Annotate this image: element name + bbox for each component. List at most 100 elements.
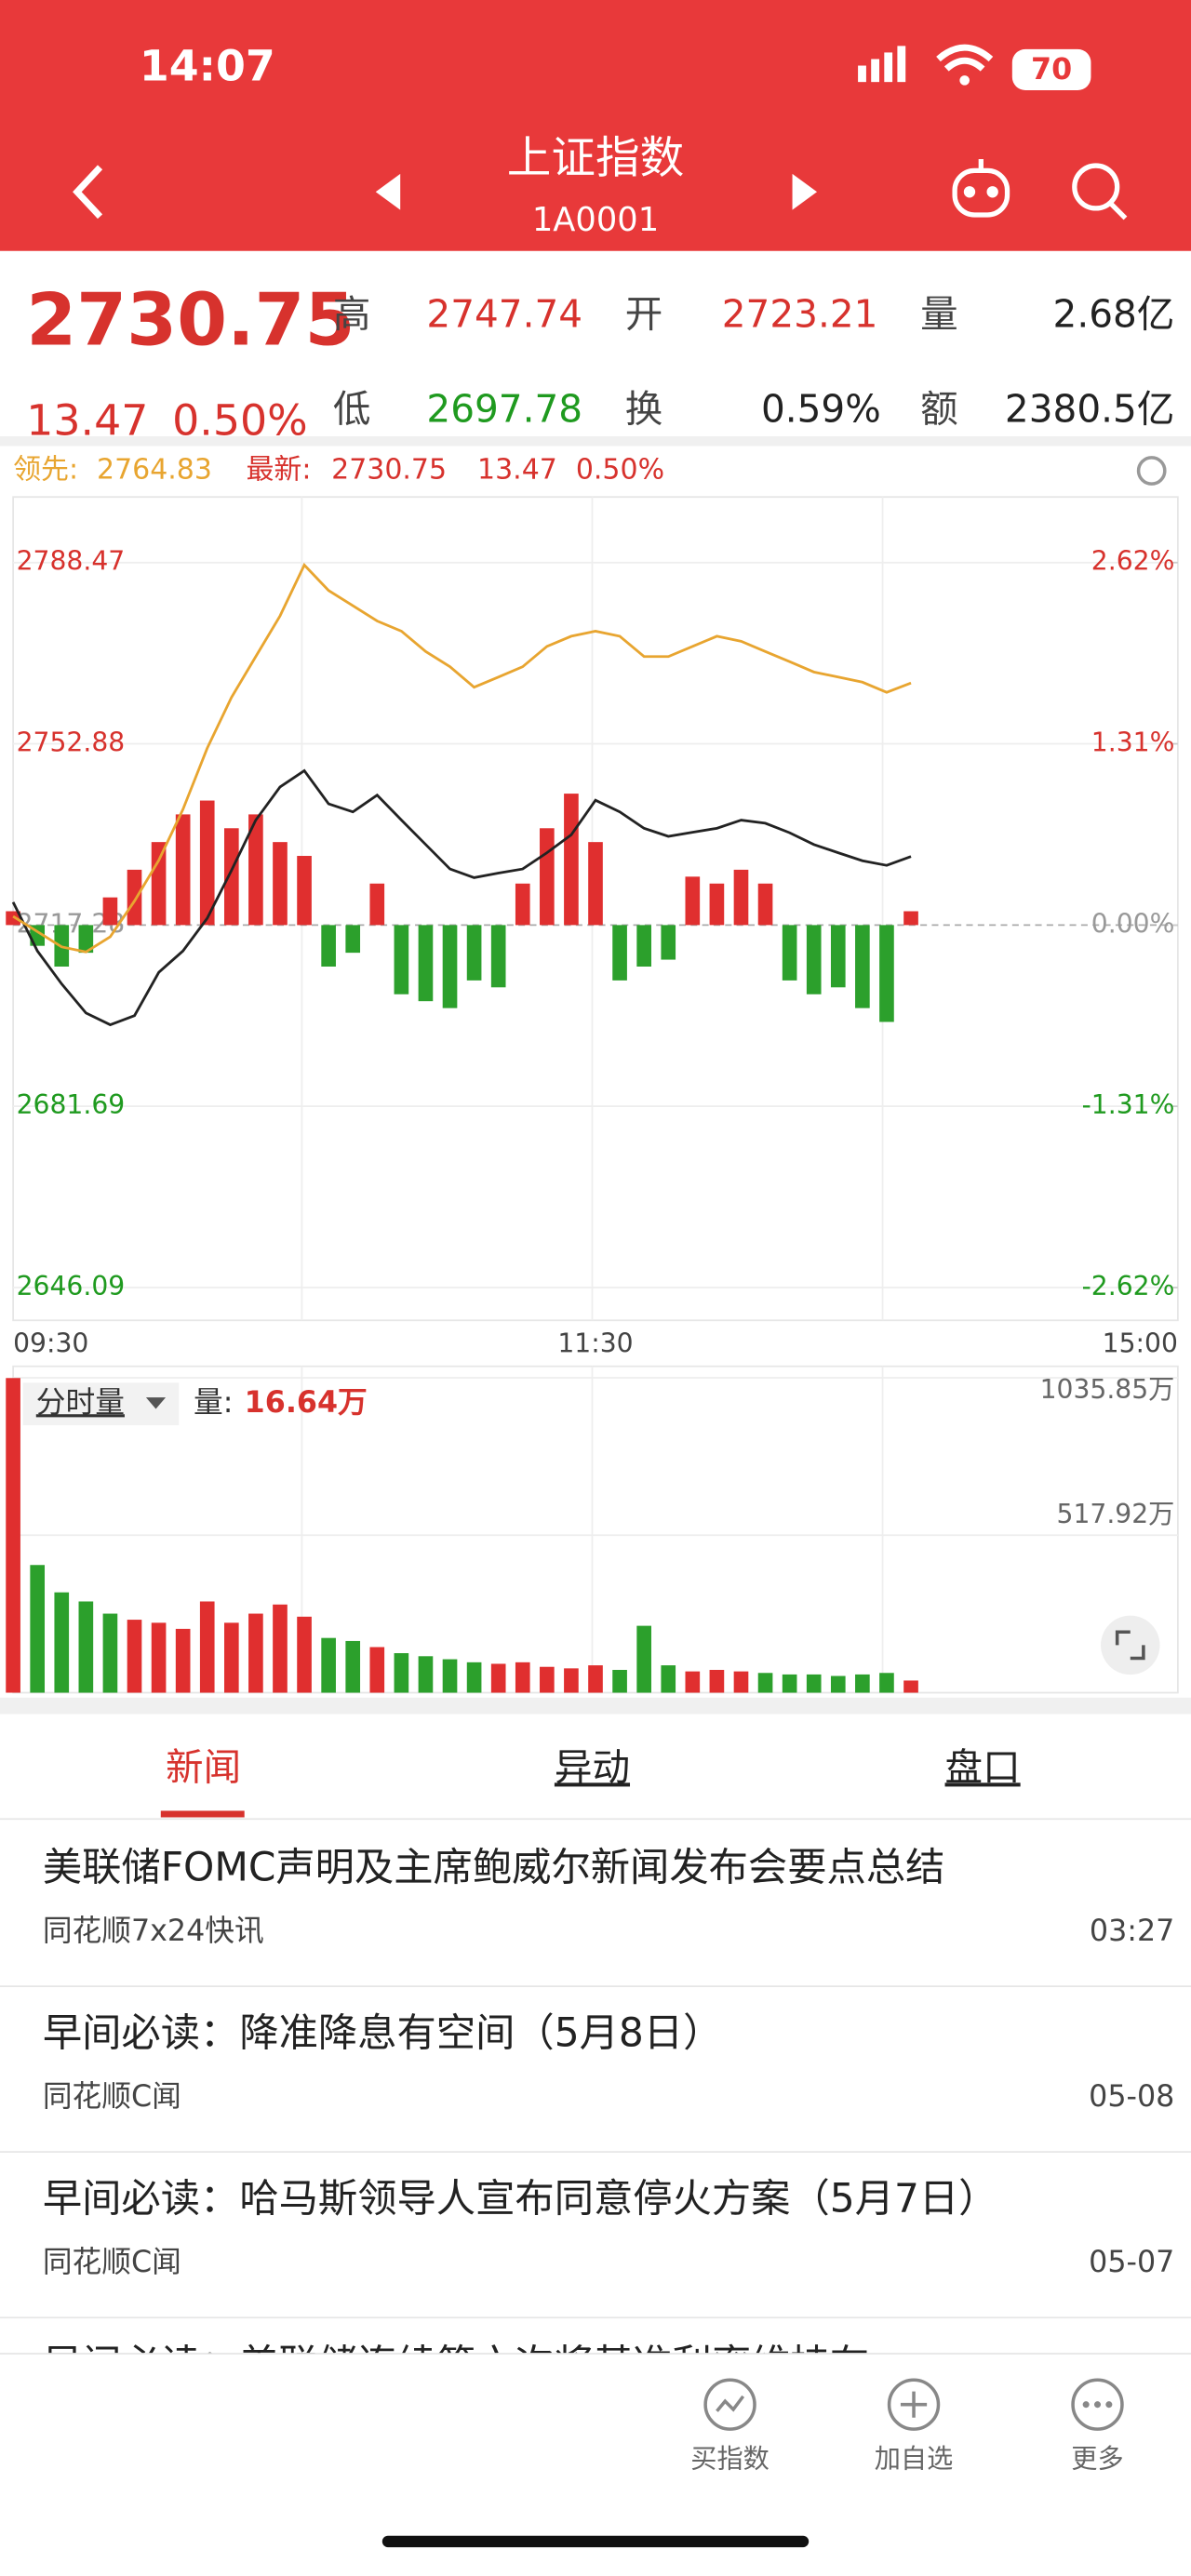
signal-icon	[858, 46, 906, 83]
field-label: 量	[920, 291, 958, 336]
settings-button[interactable]	[1136, 456, 1167, 486]
volume-bar	[685, 1671, 701, 1693]
volume-bar	[612, 1669, 627, 1693]
y-tick-label: 2788.47	[17, 546, 126, 577]
wifi-icon	[936, 44, 994, 72]
header-bg	[0, 0, 1191, 251]
volume-bar	[369, 1647, 385, 1693]
latest-change-pct: 0.50%	[576, 454, 664, 487]
status-time: 14:07	[140, 41, 275, 91]
price-line	[11, 768, 912, 1027]
expand-button[interactable]	[1101, 1615, 1160, 1675]
volume-bar	[564, 1668, 579, 1693]
volume-bar	[490, 1663, 506, 1693]
x-tick-label: 09:30	[13, 1328, 88, 1359]
separator	[0, 1697, 1191, 1715]
battery	[1011, 48, 1091, 90]
y2-tick-label: 0.00%	[1091, 908, 1175, 939]
prev-button[interactable]	[375, 173, 401, 210]
y-tick-label: 2646.09	[17, 1271, 126, 1301]
toolbar-label[interactable]: 更多	[1071, 2444, 1123, 2475]
volume-bar	[782, 1674, 797, 1693]
y2-tick-label: 1.31%	[1091, 727, 1175, 758]
wifi-dot	[959, 75, 970, 86]
tab[interactable]: 新闻	[166, 1744, 241, 1789]
latest-label: 最新:	[246, 454, 311, 487]
news-title: 早间必读：哈马斯领导人宣布同意停火方案（5月7日）	[43, 2176, 998, 2222]
bar	[903, 911, 918, 926]
dot	[1105, 2401, 1113, 2409]
volume-bar	[806, 1674, 822, 1693]
bar	[855, 925, 870, 1008]
bar	[540, 828, 555, 926]
volume-bar	[394, 1653, 409, 1693]
volume-bar	[709, 1669, 725, 1693]
volume-bar	[54, 1592, 70, 1693]
back-button[interactable]	[73, 165, 103, 220]
header-title: 上证指数	[507, 133, 684, 184]
field-value: 2697.78	[426, 387, 582, 432]
volume-bar	[6, 1378, 20, 1693]
bar	[879, 925, 894, 1022]
field-value: 0.59%	[761, 387, 881, 432]
bar	[588, 842, 603, 926]
field-label: 换	[625, 387, 663, 432]
tab[interactable]: 异动	[555, 1744, 630, 1789]
toolbar-bg	[0, 2354, 1191, 2572]
y2-tick-label: -1.31%	[1082, 1089, 1175, 1120]
volume-bar	[297, 1616, 312, 1693]
more-icon[interactable]	[1071, 2378, 1124, 2431]
price: 2730.75	[26, 279, 355, 363]
bar	[223, 828, 239, 926]
news-time: 03:27	[1090, 1915, 1174, 1948]
toolbar-label[interactable]: 加自选	[875, 2444, 954, 2475]
bar	[248, 814, 263, 926]
news-source: 同花顺C闻	[43, 2246, 181, 2279]
bar	[490, 925, 506, 988]
y-tick-label: 2752.88	[17, 727, 126, 758]
volume-bar	[78, 1601, 94, 1693]
bar	[757, 883, 773, 926]
plus	[900, 2391, 928, 2418]
volume-bar	[515, 1662, 530, 1693]
search-button[interactable]	[1072, 163, 1128, 220]
news-source: 同花顺C闻	[43, 2080, 181, 2114]
field-value: 2747.74	[426, 291, 582, 336]
price-line	[12, 562, 912, 954]
field-value: 2380.5亿	[1005, 387, 1174, 432]
bar	[369, 883, 385, 926]
toolbar-label[interactable]: 买指数	[690, 2444, 769, 2475]
bar	[830, 925, 846, 988]
dot	[1082, 2401, 1090, 2409]
volume-bar	[127, 1620, 142, 1693]
lead-value: 2764.83	[97, 454, 212, 487]
bar	[661, 925, 676, 960]
add-icon[interactable]	[887, 2378, 941, 2431]
bar	[442, 925, 458, 1008]
price-panel	[12, 496, 1179, 1322]
tab[interactable]: 盘口	[945, 1744, 1021, 1789]
volume-bar	[466, 1662, 482, 1693]
volume-bar	[733, 1671, 749, 1693]
bar	[127, 869, 142, 926]
y2-tick-label: -2.62%	[1082, 1271, 1175, 1301]
bar	[806, 925, 822, 994]
bar	[151, 842, 167, 926]
x-tick-label: 15:00	[1103, 1328, 1178, 1359]
buy-icon[interactable]	[703, 2378, 756, 2431]
volume-bar	[661, 1665, 676, 1693]
volume-bar	[903, 1680, 918, 1693]
volume-bar	[345, 1640, 361, 1693]
volume-label: 量:	[194, 1386, 233, 1420]
volume-bar	[588, 1665, 603, 1693]
home-indicator	[381, 2535, 810, 2548]
volume-bar	[442, 1659, 458, 1693]
bar	[612, 925, 627, 981]
bar	[782, 925, 797, 981]
next-button[interactable]	[792, 173, 818, 210]
robot-button[interactable]	[952, 159, 1010, 218]
bar	[175, 814, 191, 926]
